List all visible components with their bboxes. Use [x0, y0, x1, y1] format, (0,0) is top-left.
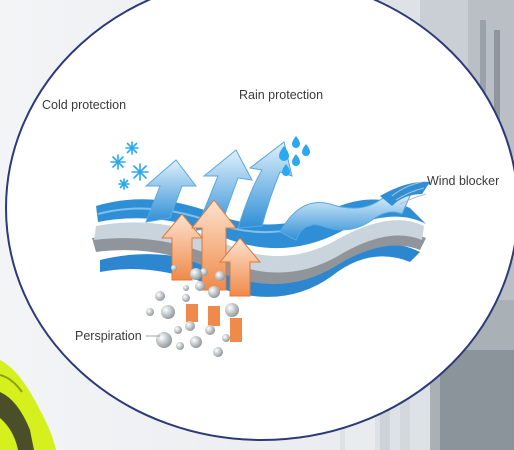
perspiration-arrows [160, 199, 262, 342]
vapor-bubbles-icon [146, 265, 239, 357]
hi-vis-jacket [0, 360, 56, 450]
rain-protection-label: Rain protection [239, 88, 324, 102]
wind-ribbon-arrow [279, 181, 430, 241]
raindrops-icon [279, 136, 310, 176]
rain-deflection-arrows [144, 141, 293, 231]
cold-protection-label: Cold protection [42, 98, 127, 112]
wind-lines-icon [391, 181, 427, 205]
perspiration-label: Perspiration [75, 329, 142, 343]
wind-blocker-label: Wind blocker [427, 174, 500, 188]
snowflake-icon [110, 141, 149, 190]
